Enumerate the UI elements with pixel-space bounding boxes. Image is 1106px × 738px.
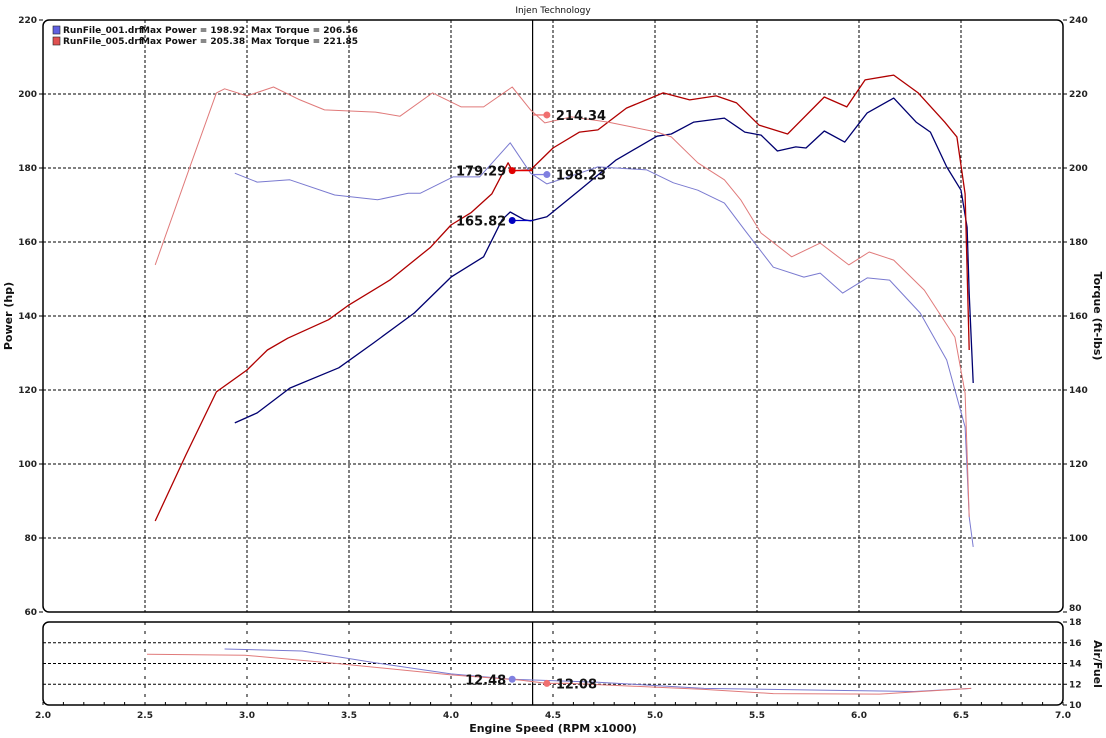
y-axis-label-torque: Torque (ft-lbs) (1091, 272, 1104, 361)
x-tick-label: 5.0 (647, 711, 663, 721)
afr-marker-label: 12.48 (465, 673, 506, 688)
x-tick-label: 2.0 (35, 711, 51, 721)
y-tick-label: 180 (18, 164, 37, 174)
x-tick-label: 6.5 (953, 711, 969, 721)
data-marker (543, 111, 551, 119)
y2-tick-label: 180 (1069, 238, 1088, 248)
y2-tick-label: 240 (1069, 16, 1088, 26)
marker-label: 198.23 (556, 169, 606, 184)
y-tick-label: 140 (18, 312, 37, 322)
legend-max-torque: Max Torque = 221.85 (251, 37, 358, 47)
series-line-torque-2 (234, 142, 974, 547)
y-axis-label-air-fuel: Air/Fuel (1091, 640, 1104, 688)
data-marker (508, 216, 516, 224)
y-axis-label-power: Power (hp) (2, 282, 15, 350)
y2-tick-label: 80 (1069, 604, 1082, 614)
legend-file: RunFile_005.drf (63, 37, 143, 47)
data-marker (543, 171, 551, 179)
x-tick-label: 4.5 (545, 711, 561, 721)
y-tick-label: 60 (24, 608, 37, 618)
afr-marker (508, 675, 516, 683)
series-line-torque-3 (154, 86, 970, 517)
x-tick-label: 3.0 (239, 711, 255, 721)
afr-marker-label: 12.08 (556, 677, 597, 692)
x-axis-label: Engine Speed (RPM x1000) (469, 722, 637, 735)
series-line-power-0 (234, 97, 974, 424)
y2-tick-label: 220 (1069, 90, 1088, 100)
legend-max-power: Max Power = 198.92 (141, 26, 245, 36)
afr-y-tick-label: 18 (1069, 618, 1082, 628)
afr-y-tick-label: 12 (1069, 680, 1082, 690)
y2-tick-label: 160 (1069, 312, 1088, 322)
legend-max-power: Max Power = 205.38 (141, 37, 245, 47)
power-torque-plot: 60 80 100 120 140 160 180 200 220 80 100 120 140 160 1… (18, 16, 1088, 618)
legend-file: RunFile_001.drf (63, 26, 143, 36)
air-fuel-plot: 2.0 2.5 3.0 3.5 4.0 4.5 5.0 5.5 6.0 6.5 7.010 12 14 1… (35, 618, 1082, 721)
data-marker (508, 167, 516, 175)
x-tick-label: 2.5 (137, 711, 153, 721)
afr-series-line-0 (224, 648, 972, 693)
y2-tick-label: 100 (1069, 534, 1088, 544)
afr-y-tick-label: 10 (1069, 701, 1082, 711)
afr-y-tick-label: 14 (1069, 660, 1082, 670)
legend-max-torque: Max Torque = 206.56 (251, 26, 358, 36)
x-tick-label: 5.5 (749, 711, 765, 721)
afr-y-tick-label: 16 (1069, 639, 1082, 649)
y2-tick-label: 120 (1069, 460, 1088, 470)
y-tick-label: 220 (18, 16, 37, 26)
y-tick-label: 160 (18, 238, 37, 248)
y-tick-label: 80 (24, 534, 37, 544)
y-tick-label: 120 (18, 386, 37, 396)
chart-title: Injen Technology (515, 6, 591, 16)
x-tick-label: 6.0 (851, 711, 867, 721)
marker-label: 214.34 (556, 109, 606, 124)
legend-swatch (52, 36, 61, 46)
y2-tick-label: 140 (1069, 386, 1088, 396)
series-line-power-1 (154, 74, 970, 522)
y-tick-label: 200 (18, 90, 37, 100)
legend-swatch (52, 25, 61, 35)
marker-label: 165.82 (456, 214, 506, 229)
marker-label: 179.29 (456, 165, 506, 180)
afr-marker (543, 679, 551, 687)
x-tick-label: 4.0 (443, 711, 459, 721)
x-tick-label: 3.5 (341, 711, 357, 721)
x-tick-label: 7.0 (1055, 711, 1071, 721)
y2-tick-label: 200 (1069, 164, 1088, 174)
y-tick-label: 100 (18, 460, 37, 470)
